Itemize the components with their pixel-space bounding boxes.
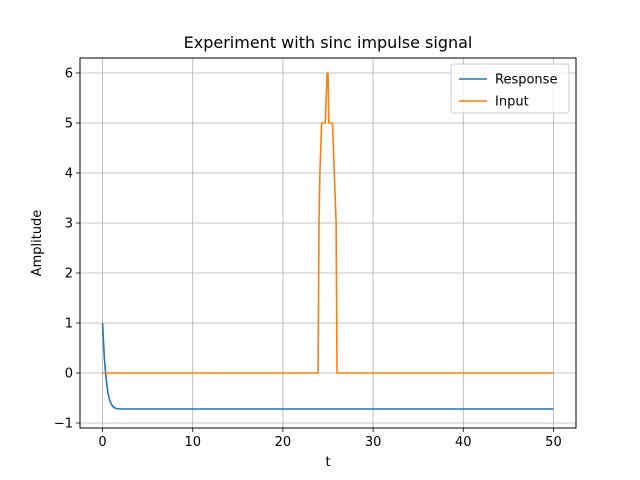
- y-tick-label: 1: [65, 317, 73, 332]
- x-tick-label: 10: [184, 435, 201, 450]
- legend: Response Input: [450, 63, 570, 114]
- x-tick-label: 40: [455, 435, 472, 450]
- series-layer: [101, 72, 554, 410]
- series-line-input: [102, 72, 554, 374]
- y-tick-label: 6: [65, 67, 73, 82]
- x-axis-label: t: [325, 455, 330, 470]
- y-tick-label: −1: [54, 417, 73, 432]
- legend-label-response: Response: [495, 73, 557, 88]
- series-line-response: [101, 322, 554, 410]
- y-tick-label: 0: [65, 367, 73, 382]
- y-axis-label: Amplitude: [30, 210, 45, 277]
- y-tick-label: 4: [65, 167, 73, 182]
- y-tick-label: 3: [65, 217, 73, 232]
- x-tick-label: 30: [365, 435, 382, 450]
- x-tick-label: 0: [98, 435, 106, 450]
- axis-ticks: 0 10 20 30 40 50 −1 0 1 2 3 4 5 6: [54, 67, 562, 451]
- y-tick-label: 5: [65, 117, 73, 132]
- x-tick-label: 20: [275, 435, 292, 450]
- legend-label-input: Input: [495, 95, 529, 110]
- chart-title: Experiment with sinc impulse signal: [184, 33, 473, 52]
- y-tick-label: 2: [65, 267, 73, 282]
- plot-frame: [79, 57, 577, 429]
- x-tick-label: 50: [545, 435, 562, 450]
